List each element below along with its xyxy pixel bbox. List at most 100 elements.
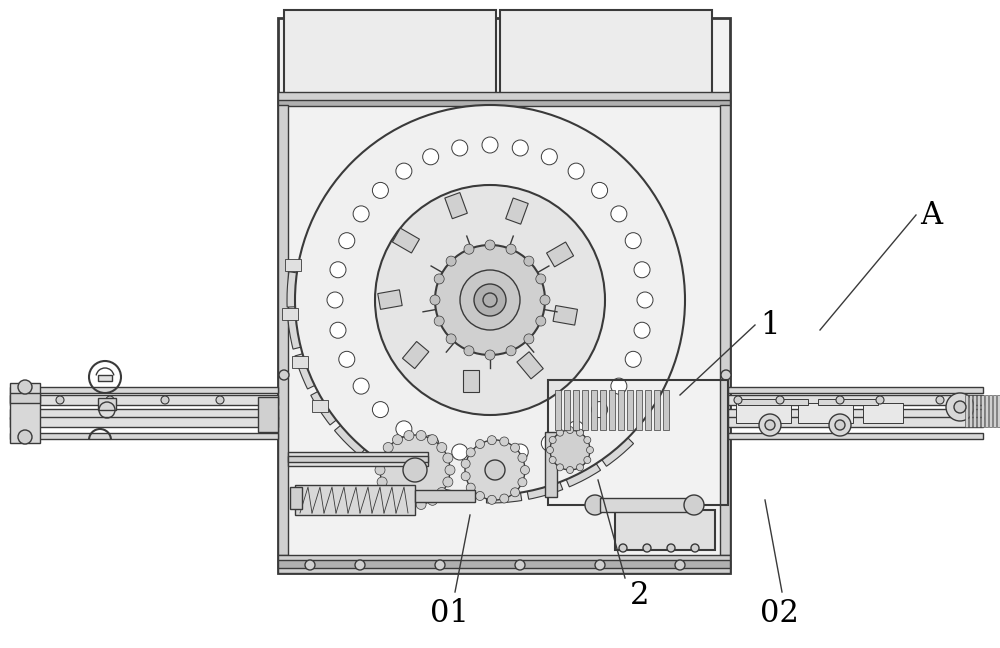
Circle shape: [330, 322, 346, 338]
Bar: [378, 290, 402, 309]
Bar: [285, 259, 301, 272]
Circle shape: [684, 495, 704, 515]
Circle shape: [946, 393, 974, 421]
Bar: [98, 398, 116, 410]
Bar: [738, 399, 808, 405]
Bar: [997, 395, 1000, 427]
Circle shape: [464, 244, 474, 254]
Bar: [506, 198, 528, 224]
Circle shape: [446, 256, 456, 266]
Circle shape: [576, 464, 584, 471]
Bar: [989, 395, 992, 427]
Bar: [728, 395, 983, 405]
Wedge shape: [523, 463, 563, 499]
Circle shape: [550, 430, 590, 470]
Bar: [615, 510, 715, 550]
Bar: [582, 390, 588, 430]
Circle shape: [836, 396, 844, 404]
Bar: [295, 485, 415, 515]
Circle shape: [392, 435, 402, 445]
Circle shape: [18, 430, 32, 444]
Circle shape: [435, 245, 545, 355]
Circle shape: [476, 439, 484, 448]
Bar: [10, 393, 40, 403]
Circle shape: [568, 421, 584, 437]
Bar: [645, 390, 651, 430]
Circle shape: [634, 262, 650, 278]
Bar: [573, 390, 579, 430]
Circle shape: [584, 437, 591, 443]
Circle shape: [305, 560, 315, 570]
Circle shape: [106, 396, 114, 404]
Circle shape: [377, 477, 387, 487]
Circle shape: [452, 140, 468, 156]
Circle shape: [279, 370, 289, 380]
Bar: [10, 433, 278, 439]
Circle shape: [355, 560, 365, 570]
Bar: [278, 92, 730, 104]
Bar: [553, 306, 577, 325]
Circle shape: [443, 453, 453, 463]
Circle shape: [549, 437, 556, 443]
Circle shape: [721, 370, 731, 380]
Circle shape: [375, 465, 385, 475]
Circle shape: [216, 396, 224, 404]
Bar: [736, 403, 791, 423]
Circle shape: [566, 467, 574, 474]
Bar: [663, 390, 669, 430]
Circle shape: [515, 560, 525, 570]
Circle shape: [295, 105, 685, 495]
Wedge shape: [295, 348, 335, 389]
Bar: [636, 390, 642, 430]
Circle shape: [466, 448, 475, 457]
Bar: [463, 370, 479, 392]
Circle shape: [353, 206, 369, 222]
Circle shape: [536, 274, 546, 284]
Circle shape: [835, 420, 845, 430]
Circle shape: [437, 443, 447, 452]
Text: 2: 2: [630, 580, 650, 611]
Circle shape: [512, 444, 528, 460]
Bar: [985, 395, 988, 427]
Circle shape: [524, 334, 534, 344]
Bar: [969, 395, 972, 427]
Circle shape: [485, 350, 495, 360]
Circle shape: [446, 334, 456, 344]
Bar: [278, 18, 730, 573]
Bar: [977, 395, 980, 427]
Circle shape: [464, 346, 474, 356]
Circle shape: [404, 500, 414, 509]
Circle shape: [667, 544, 675, 552]
Circle shape: [487, 495, 496, 504]
Circle shape: [487, 435, 496, 445]
Circle shape: [416, 430, 426, 441]
Circle shape: [540, 295, 550, 305]
Bar: [402, 341, 429, 369]
Bar: [993, 395, 996, 427]
Circle shape: [435, 560, 445, 570]
Circle shape: [485, 240, 495, 250]
Circle shape: [377, 453, 387, 463]
Bar: [728, 387, 983, 393]
Circle shape: [556, 429, 564, 436]
Circle shape: [466, 483, 475, 492]
Circle shape: [611, 378, 627, 394]
Circle shape: [619, 544, 627, 552]
Circle shape: [556, 464, 564, 471]
Circle shape: [634, 322, 650, 338]
Circle shape: [734, 396, 742, 404]
Circle shape: [506, 346, 516, 356]
Bar: [627, 390, 633, 430]
Circle shape: [428, 435, 438, 445]
Circle shape: [585, 495, 605, 515]
Circle shape: [586, 446, 594, 454]
Bar: [278, 560, 730, 568]
Circle shape: [776, 396, 784, 404]
Bar: [312, 400, 328, 412]
Circle shape: [482, 447, 498, 463]
Bar: [547, 242, 574, 267]
Bar: [591, 390, 597, 430]
Circle shape: [434, 274, 444, 284]
Bar: [517, 352, 543, 379]
Circle shape: [541, 435, 557, 451]
